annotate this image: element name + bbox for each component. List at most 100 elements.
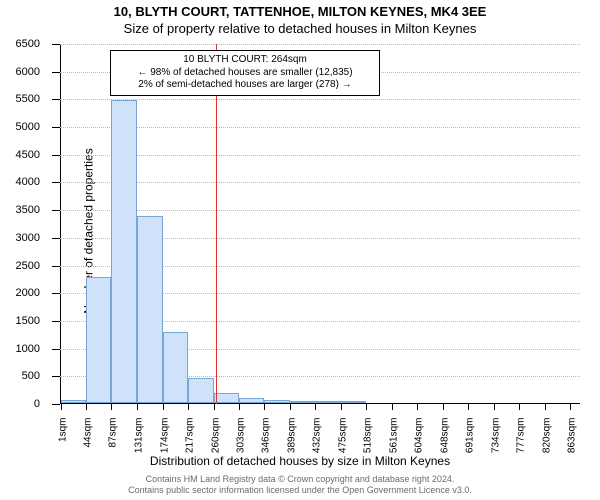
x-tick-label: 777sqm — [516, 418, 527, 458]
annotation-box: 10 BLYTH COURT: 264sqm ← 98% of detached… — [110, 50, 380, 96]
annotation-line2: ← 98% of detached houses are smaller (12… — [117, 67, 373, 80]
y-tick — [52, 376, 60, 377]
x-tick-label: 518sqm — [363, 418, 374, 458]
x-tick-label: 691sqm — [465, 418, 476, 458]
x-tick — [341, 404, 342, 410]
x-tick — [468, 404, 469, 410]
y-tick-label: 4000 — [0, 176, 40, 188]
histogram-plot — [60, 44, 580, 404]
x-tick — [570, 404, 571, 410]
gridline-h — [60, 155, 580, 156]
footer-attribution: Contains HM Land Registry data © Crown c… — [0, 474, 600, 497]
y-tick-label: 500 — [0, 370, 40, 382]
x-tick — [111, 404, 112, 410]
x-tick-label: 648sqm — [439, 418, 450, 458]
x-tick-label: 217sqm — [185, 418, 196, 458]
histogram-bar — [214, 393, 239, 403]
y-tick-label: 2000 — [0, 287, 40, 299]
y-tick — [52, 44, 60, 45]
y-tick — [52, 182, 60, 183]
x-tick-label: 820sqm — [541, 418, 552, 458]
x-tick-label: 604sqm — [413, 418, 424, 458]
x-tick-label: 432sqm — [312, 418, 323, 458]
histogram-bar — [111, 100, 136, 404]
x-tick — [214, 404, 215, 410]
page-title-line2: Size of property relative to detached ho… — [0, 21, 600, 36]
gridline-h — [60, 44, 580, 45]
footer-line1: Contains HM Land Registry data © Crown c… — [0, 474, 600, 486]
y-axis-line — [60, 44, 61, 404]
x-tick — [290, 404, 291, 410]
x-tick-label: 389sqm — [286, 418, 297, 458]
x-tick-label: 863sqm — [566, 418, 577, 458]
x-tick — [86, 404, 87, 410]
y-tick-label: 3500 — [0, 204, 40, 216]
y-tick — [52, 127, 60, 128]
x-tick-label: 561sqm — [388, 418, 399, 458]
y-tick — [52, 266, 60, 267]
y-tick-label: 5500 — [0, 93, 40, 105]
x-tick — [417, 404, 418, 410]
y-tick — [52, 293, 60, 294]
x-tick-label: 303sqm — [236, 418, 247, 458]
x-tick — [239, 404, 240, 410]
x-tick-label: 131sqm — [134, 418, 145, 458]
x-tick-label: 346sqm — [261, 418, 272, 458]
y-tick — [52, 72, 60, 73]
y-tick-label: 2500 — [0, 260, 40, 272]
x-tick-label: 734sqm — [490, 418, 501, 458]
y-tick — [52, 321, 60, 322]
x-tick-label: 475sqm — [337, 418, 348, 458]
y-tick — [52, 238, 60, 239]
y-tick-label: 6500 — [0, 38, 40, 50]
y-tick — [52, 155, 60, 156]
y-tick — [52, 210, 60, 211]
annotation-line1: 10 BLYTH COURT: 264sqm — [117, 54, 373, 67]
x-tick-label: 1sqm — [57, 418, 68, 458]
histogram-bar — [290, 401, 315, 403]
x-tick — [366, 404, 367, 410]
gridline-h — [60, 182, 580, 183]
y-tick — [52, 349, 60, 350]
y-tick — [52, 404, 60, 405]
x-tick-label: 87sqm — [108, 418, 119, 458]
y-tick-label: 5000 — [0, 121, 40, 133]
annotation-line3: 2% of semi-detached houses are larger (2… — [117, 79, 373, 92]
histogram-bar — [264, 400, 289, 403]
x-tick — [443, 404, 444, 410]
histogram-bar — [341, 401, 366, 403]
y-tick-label: 6000 — [0, 66, 40, 78]
page-title-line1: 10, BLYTH COURT, TATTENHOE, MILTON KEYNE… — [0, 4, 600, 19]
x-tick — [264, 404, 265, 410]
y-tick-label: 1500 — [0, 315, 40, 327]
y-tick — [52, 99, 60, 100]
x-tick — [315, 404, 316, 410]
marker-line — [216, 44, 217, 404]
y-tick-label: 0 — [0, 398, 40, 410]
histogram-bar — [188, 378, 213, 403]
y-tick-label: 1000 — [0, 343, 40, 355]
gridline-h — [60, 210, 580, 211]
y-tick-label: 3000 — [0, 232, 40, 244]
x-tick — [163, 404, 164, 410]
x-tick — [392, 404, 393, 410]
x-tick — [494, 404, 495, 410]
x-tick — [61, 404, 62, 410]
histogram-bar — [315, 401, 340, 403]
histogram-bar — [163, 332, 188, 403]
x-tick-label: 44sqm — [83, 418, 94, 458]
histogram-bar — [239, 398, 264, 403]
x-tick — [519, 404, 520, 410]
x-tick — [188, 404, 189, 410]
histogram-bar — [61, 400, 86, 403]
x-tick-label: 260sqm — [210, 418, 221, 458]
y-tick-label: 4500 — [0, 149, 40, 161]
gridline-h — [60, 99, 580, 100]
histogram-bar — [86, 277, 111, 403]
x-tick — [545, 404, 546, 410]
x-tick-label: 174sqm — [159, 418, 170, 458]
histogram-bar — [137, 216, 162, 403]
footer-line2: Contains public sector information licen… — [0, 485, 600, 497]
gridline-h — [60, 127, 580, 128]
x-tick — [137, 404, 138, 410]
